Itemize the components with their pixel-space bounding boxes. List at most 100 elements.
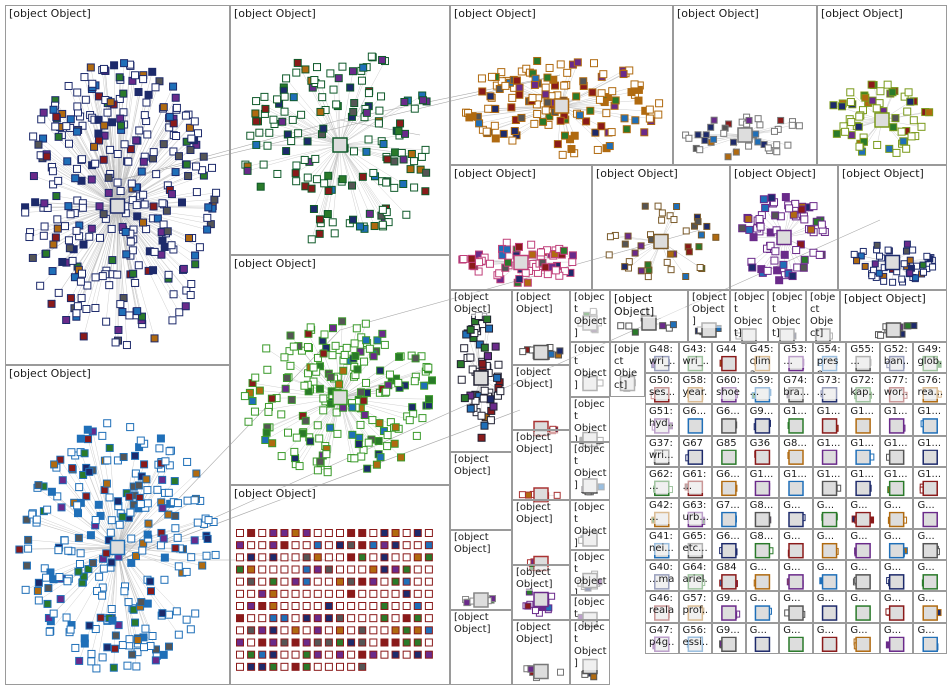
edge [33,175,118,207]
node [75,656,84,665]
group-label: G74: bra... [783,375,810,400]
edge [297,62,341,146]
node [79,332,88,341]
node [62,122,71,131]
group-box: G56: essi... [678,622,713,654]
edge [80,205,118,282]
node [102,549,111,558]
node [280,92,289,101]
group-label: G9... [749,406,777,419]
node [163,227,172,236]
group-label: [object Object] [821,7,944,20]
node [144,519,153,528]
node [109,663,118,672]
node [161,457,170,466]
node [346,83,355,92]
node [103,419,112,428]
node [158,475,167,484]
node [159,534,168,543]
node [191,609,200,618]
group-label: G76: rea... [917,375,944,400]
group-box: [object Object] [730,290,768,342]
edge [117,205,180,313]
group-label: G... [816,624,844,637]
node [64,81,73,90]
node [255,128,264,137]
group-label: G... [883,562,911,575]
node [84,435,93,444]
group-box: G1... [879,404,914,436]
node [131,278,140,287]
node [282,147,291,156]
node [190,536,199,545]
node [87,224,96,233]
node [357,76,366,85]
node [85,467,94,476]
node [132,662,141,671]
node [94,115,103,124]
group-box: G60: shoe [712,373,746,405]
node [287,137,296,146]
group-label: G1... [850,406,877,419]
node [135,126,144,135]
node [82,492,91,501]
hub-node [109,198,126,214]
group-label: G57: prof... [682,593,710,622]
node [326,69,335,78]
node [28,510,37,519]
node [82,304,91,313]
node [364,135,373,144]
node [164,270,173,279]
node [127,558,136,567]
edge [319,144,341,220]
edge [112,205,118,261]
node [74,567,83,576]
group-label: G1... [850,437,877,450]
group-box: G... [879,622,914,654]
node [212,188,221,197]
group-label: G62: ... [649,468,676,493]
group-box: G57: prof... [678,591,713,623]
node [338,62,347,71]
node [111,631,120,640]
group-label: G1... [883,437,911,450]
group-label: G59: ... [749,375,777,400]
node [139,157,148,166]
group-box: [object Object] [450,165,592,290]
edge [339,96,382,146]
node [165,461,174,470]
node [114,621,123,630]
node [93,587,102,596]
group-label: G42: ... [649,499,676,524]
node [127,179,136,188]
node [91,273,100,282]
node [171,168,180,177]
node [149,202,158,211]
node [78,269,87,278]
group-label: [object Object] [574,399,607,441]
node [320,179,329,188]
edge [278,103,341,146]
node [140,111,149,120]
group-box: G1... [812,435,847,467]
group-box: G37: wri... [645,435,679,467]
node [78,121,87,130]
node [115,73,124,82]
node [98,591,107,600]
node [121,227,130,236]
node [102,479,111,488]
group-box: G... [846,622,880,654]
edge [117,87,156,207]
node [362,147,371,156]
edge [117,205,173,321]
node [48,167,57,176]
node [120,587,129,596]
group-box: [object Object] [512,365,570,430]
node [39,134,48,143]
node [79,572,88,581]
edge [265,108,341,146]
node [156,434,165,443]
group-label: G46: reala... [649,593,676,622]
group-box: G1... [812,404,847,436]
group-label: G1... [783,468,810,481]
